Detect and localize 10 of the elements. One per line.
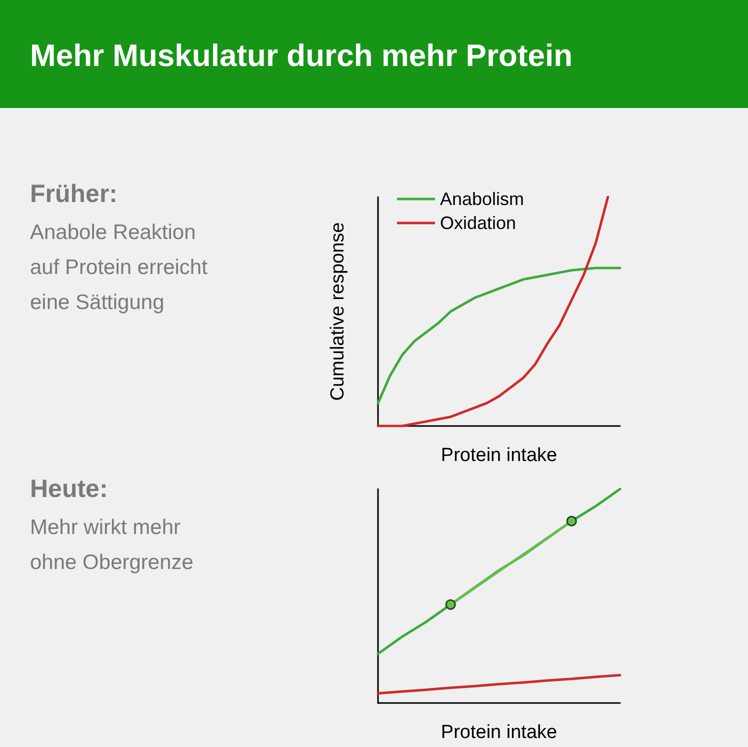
text: Heute: [30, 475, 109, 504]
legend-label: Oxidation [440, 213, 516, 233]
x-axis-title: Protein intake [440, 722, 558, 743]
x-axis-title: Protein intake [440, 445, 558, 466]
chart-title: Mehr Muskulatur durch mehr Protein [0, 0, 748, 108]
text: Früher: [30, 180, 118, 209]
text: Anabole Reaktion auf Protein erreicht eine Sättigung [30, 220, 208, 316]
text: Mehr wirkt mehr ohne Obergrenze [30, 515, 194, 576]
y-axis-title: Cumulative response [328, 222, 348, 401]
legend-label: Anabolism [440, 189, 524, 209]
